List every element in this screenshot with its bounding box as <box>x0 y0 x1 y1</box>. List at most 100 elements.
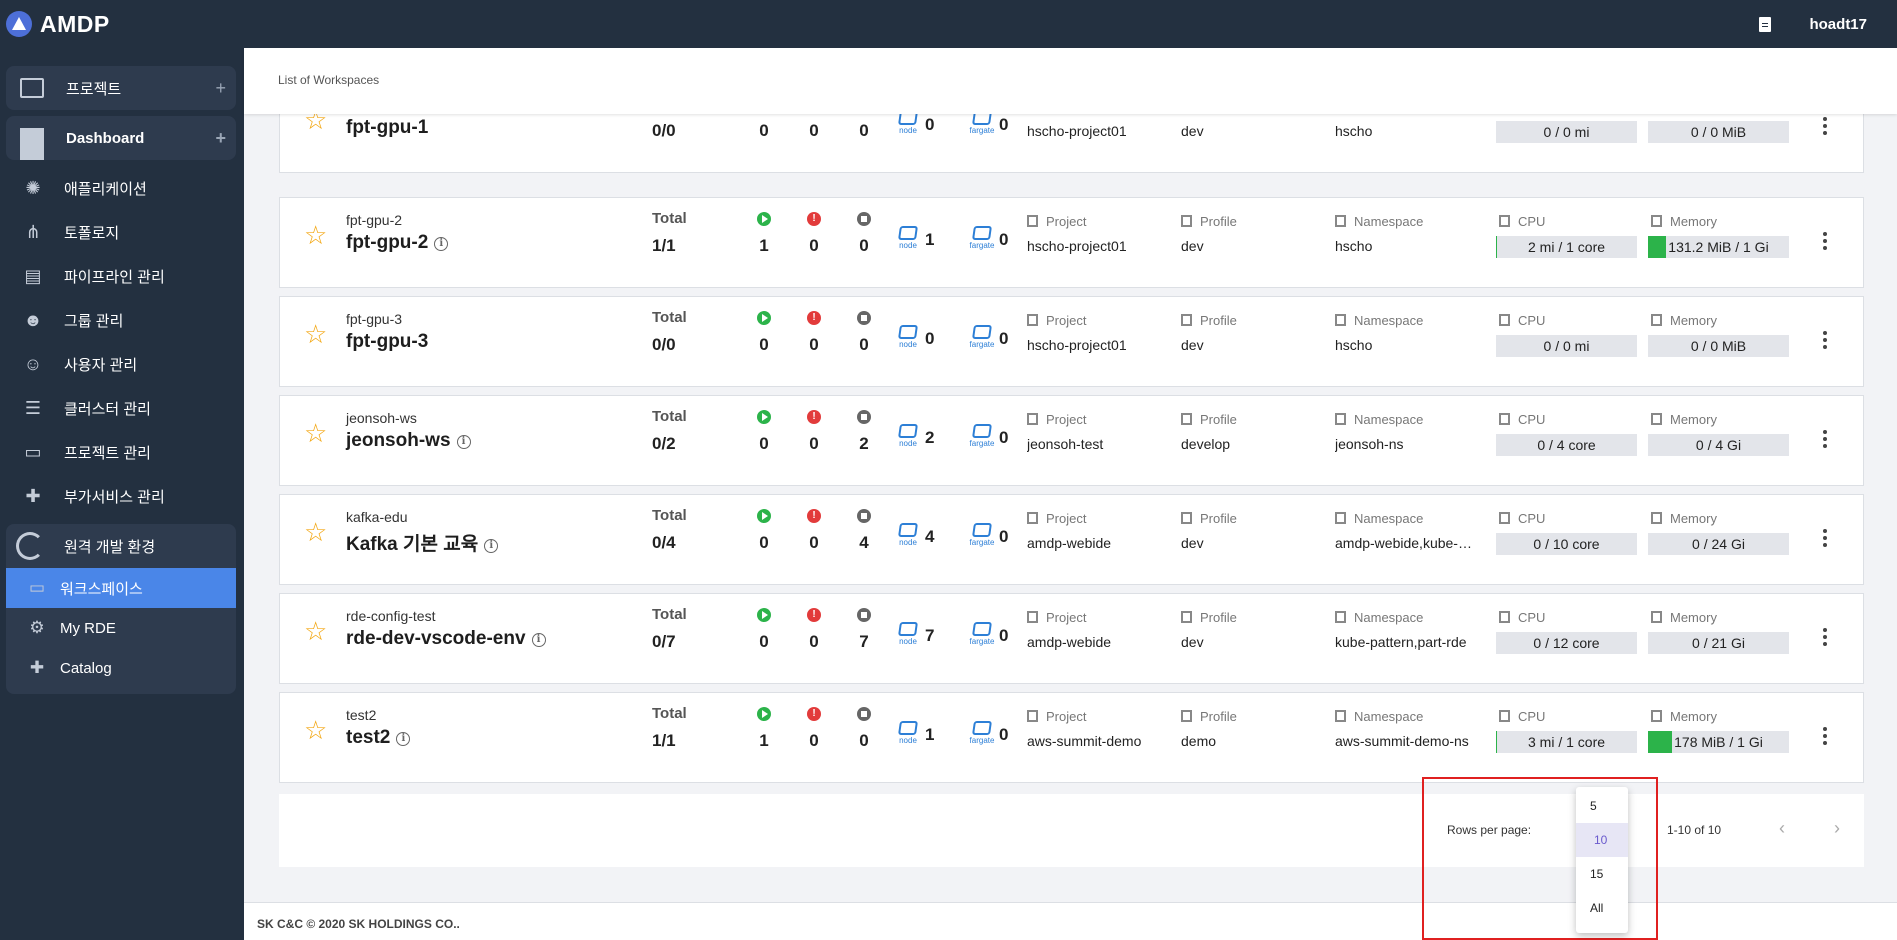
rows-option-selected[interactable]: 10 <box>1576 823 1628 857</box>
more-menu-icon[interactable] <box>1823 430 1829 451</box>
document-icon[interactable] <box>1759 16 1772 32</box>
info-icon[interactable]: i <box>484 539 499 553</box>
sidebar-item-6[interactable]: ☰ 클러스터 관리 <box>6 386 236 430</box>
workspace-name[interactable]: fpt-gpu-1 <box>346 117 428 139</box>
memory-icon <box>1651 314 1662 326</box>
app-logo[interactable]: AMDP <box>6 11 110 38</box>
sidebar-item-5[interactable]: ☺ 사용자 관리 <box>6 342 236 386</box>
running-status-icon <box>757 707 771 721</box>
sidebar-group-project[interactable]: 프로젝트 + <box>6 66 236 110</box>
chevron-left-icon[interactable]: ‹ <box>1779 818 1785 838</box>
memory-label-text: Memory <box>1670 709 1717 724</box>
more-menu-icon[interactable] <box>1823 117 1829 138</box>
workspace-id: rde-config-test <box>346 608 436 624</box>
total-label: Total <box>652 309 687 326</box>
laptop-icon: ▭ <box>28 578 46 597</box>
sidebar-item-4[interactable]: ☻ 그룹 관리 <box>6 298 236 342</box>
node-box-shape <box>898 226 918 240</box>
topology-icon: ⋔ <box>25 222 41 242</box>
more-menu-icon[interactable] <box>1823 727 1829 748</box>
more-menu-icon[interactable] <box>1823 331 1829 352</box>
star-icon[interactable]: ☆ <box>304 220 328 250</box>
workspace-card[interactable]: ☆ rde-config-test rde-dev-vscode-env i Total… <box>279 593 1864 684</box>
profile-value: dev <box>1181 535 1204 551</box>
cpu-label: CPU <box>1499 511 1545 526</box>
node-icon-label: node <box>899 637 917 646</box>
star-icon[interactable]: ☆ <box>304 319 328 349</box>
sidebar-item-catalog[interactable]: ✚ Catalog <box>6 648 236 688</box>
error-status-icon: ! <box>807 410 821 424</box>
sidebar-item-label: 그룹 관리 <box>64 312 124 330</box>
star-icon[interactable]: ☆ <box>304 418 328 448</box>
chevron-right-icon[interactable]: › <box>1834 818 1840 838</box>
server-icon: ☰ <box>24 398 42 418</box>
user-menu[interactable]: hoadt17 <box>1809 15 1867 33</box>
fargate-count: 0 <box>999 329 1009 348</box>
more-menu-icon[interactable] <box>1823 529 1829 550</box>
info-icon[interactable]: i <box>396 732 411 746</box>
cpu-usage-text: 0 / 4 core <box>1537 437 1596 453</box>
workspace-card[interactable]: ☆ kafka-edu Kafka 기본 교육 i Total 0/4! 0 0 4 node 4 f… <box>279 494 1864 585</box>
node-icon-label: node <box>899 340 917 349</box>
cpu-icon <box>1499 215 1510 227</box>
sidebar-item-workspace[interactable]: ▭ 워크스페이스 <box>6 568 236 608</box>
node-icon-label: node <box>899 126 917 135</box>
sidebar-group-rde: 원격 개발 환경 ▭ 워크스페이스 ⚙ My RDE ✚ Catalog <box>6 524 236 694</box>
star-icon[interactable]: ☆ <box>304 715 328 745</box>
workspace-card[interactable]: ☆ fpt-gpu-2 fpt-gpu-2 i Total 1/1! 1 0 0 node 1 far… <box>279 197 1864 288</box>
workspace-name[interactable]: fpt-gpu-2 i <box>346 232 449 254</box>
memory-label: Memory <box>1651 412 1717 427</box>
info-icon[interactable]: i <box>434 237 449 251</box>
cpu-usage-text: 0 / 12 core <box>1533 635 1600 651</box>
workspace-name[interactable]: Kafka 기본 교육 i <box>346 529 499 556</box>
project-icon <box>1027 611 1038 623</box>
sidebar-item-my-rde[interactable]: ⚙ My RDE <box>6 608 236 648</box>
cpu-label: CPU <box>1499 313 1545 328</box>
running-status-icon <box>757 311 771 325</box>
sidebar-item-3[interactable]: ▤ 파이프라인 관리 <box>6 254 236 298</box>
stopped-count: 4 <box>859 533 869 552</box>
total-value: 0/7 <box>652 632 676 651</box>
total-value: 0/0 <box>652 335 676 354</box>
sidebar-item-2[interactable]: ⋔ 토폴로지 <box>6 210 236 254</box>
cpu-usage-fill <box>1496 731 1498 753</box>
sidebar-item-7[interactable]: ▭ 프로젝트 관리 <box>6 430 236 474</box>
node-count: 7 <box>925 626 935 645</box>
sidebar-group-label: Dashboard <box>66 129 145 147</box>
info-icon[interactable]: i <box>531 633 546 647</box>
more-menu-icon[interactable] <box>1823 232 1829 253</box>
sidebar-item-1[interactable]: ✺ 애플리케이션 <box>6 166 236 210</box>
workspace-card[interactable]: ☆ fpt-gpu-3 fpt-gpu-3 Total 0/0! 0 0 0 node 0 farg… <box>279 296 1864 387</box>
sidebar-group-dashboard[interactable]: Dashboard + <box>6 116 236 160</box>
rows-option[interactable]: 15 <box>1590 867 1604 881</box>
workspace-name[interactable]: rde-dev-vscode-env i <box>346 628 546 650</box>
fargate-icon: fargate <box>969 721 995 749</box>
node-box-shape <box>898 721 918 735</box>
workspace-name[interactable]: fpt-gpu-3 <box>346 331 428 353</box>
sidebar-item-8[interactable]: ✚ 부가서비스 관리 <box>6 474 236 518</box>
namespace-value: hscho <box>1335 337 1373 353</box>
node-box-shape <box>898 523 918 537</box>
page-title: List of Workspaces <box>278 73 380 87</box>
expand-plus-icon[interactable]: + <box>215 128 226 148</box>
star-icon[interactable]: ☆ <box>304 517 328 547</box>
info-icon[interactable]: i <box>456 435 471 449</box>
rows-option[interactable]: All <box>1590 901 1604 915</box>
cpu-usage-bar: 0 / 0 mi <box>1496 335 1637 357</box>
running-status-icon <box>757 410 771 424</box>
more-menu-icon[interactable] <box>1823 628 1829 649</box>
total-label: Total <box>652 606 687 623</box>
rows-option[interactable]: 5 <box>1590 799 1597 813</box>
workspace-card[interactable]: ☆ test2 test2 i Total 1/1! 1 0 0 node 1 fargate 0 Pro… <box>279 692 1864 783</box>
expand-plus-icon[interactable]: + <box>215 78 226 98</box>
workspace-name[interactable]: jeonsoh-ws i <box>346 430 471 452</box>
workspace-name[interactable]: test2 i <box>346 727 411 749</box>
sidebar-rde-header[interactable]: 원격 개발 환경 <box>6 524 236 568</box>
workspace-card[interactable]: ☆ jeonsoh-ws jeonsoh-ws i Total 0/2! 0 0 2 node 2 f… <box>279 395 1864 486</box>
star-icon[interactable]: ☆ <box>304 616 328 646</box>
running-count: 1 <box>759 236 769 255</box>
pipeline-icon: ▤ <box>24 266 42 286</box>
fargate-icon: fargate <box>969 622 995 650</box>
namespace-icon <box>1335 611 1346 623</box>
namespace-label-text: Namespace <box>1354 610 1424 625</box>
